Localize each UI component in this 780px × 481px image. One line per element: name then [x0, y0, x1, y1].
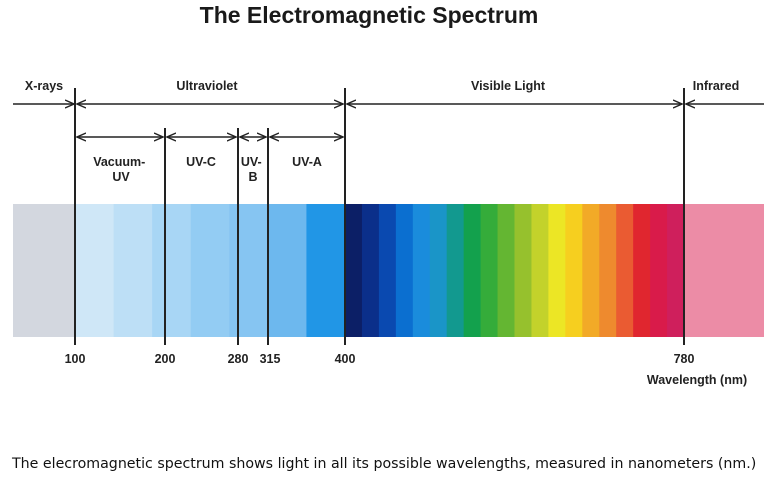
visible-stripe [633, 204, 651, 337]
diagram-title: The Electromagnetic Spectrum [200, 2, 539, 28]
uv-stripe [306, 204, 346, 337]
visible-stripe [599, 204, 617, 337]
visible-stripe [446, 204, 465, 337]
visible-stripe [463, 204, 482, 337]
visible-stripe [480, 204, 499, 337]
visible-stripe [378, 204, 397, 337]
tick-label-200: 200 [155, 352, 176, 366]
visible-stripe [650, 204, 668, 337]
uv-stripe [229, 204, 269, 337]
visible-stripe [565, 204, 583, 337]
uv-band [75, 204, 346, 337]
visible-stripe [667, 204, 685, 337]
visible-stripe [412, 204, 431, 337]
region-label-xrays: X-rays [25, 79, 63, 93]
band-label-uvb: UV- B [241, 155, 265, 184]
visible-stripe [531, 204, 549, 337]
caption: The elecromagnetic spectrum shows light … [12, 456, 757, 472]
region-label-ultraviolet: Ultraviolet [176, 79, 238, 93]
visible-band [345, 204, 685, 337]
tick-label-400: 400 [335, 352, 356, 366]
tick-label-280: 280 [228, 352, 249, 366]
uv-stripe [267, 204, 308, 337]
region-label-infrared: Infrared [693, 79, 740, 93]
visible-stripe [616, 204, 634, 337]
visible-stripe [361, 204, 380, 337]
tick-label-100: 100 [65, 352, 86, 366]
visible-stripe [345, 204, 363, 337]
visible-stripe [497, 204, 516, 337]
uv-stripe [152, 204, 192, 337]
infrared-band [684, 204, 764, 337]
spectrum-band [13, 204, 764, 337]
axis-label: Wavelength (nm) [647, 373, 747, 387]
visible-stripe [395, 204, 414, 337]
band-label-uvc: UV-C [186, 155, 216, 169]
band-label-vacuum-uv: Vacuum- UV [93, 155, 149, 184]
uv-stripe [113, 204, 153, 337]
uv-stripe [190, 204, 230, 337]
visible-stripe [514, 204, 533, 337]
visible-stripe [548, 204, 566, 337]
tick-label-315: 315 [260, 352, 281, 366]
xray-band [13, 204, 75, 337]
visible-stripe [429, 204, 448, 337]
tick-label-780: 780 [674, 352, 695, 366]
uv-stripe [75, 204, 115, 337]
visible-stripe [582, 204, 600, 337]
region-label-visible: Visible Light [471, 79, 546, 93]
band-label-uva: UV-A [292, 155, 322, 169]
